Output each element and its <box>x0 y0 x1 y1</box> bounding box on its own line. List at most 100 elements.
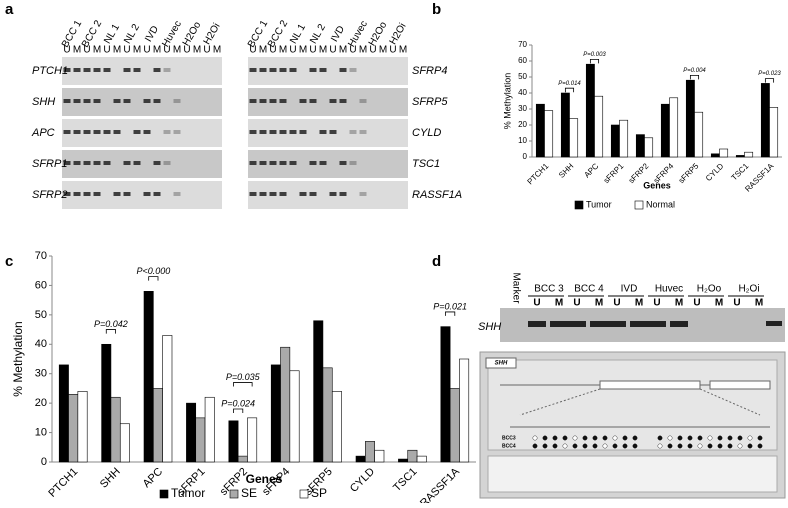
cpg-dot <box>737 443 743 449</box>
band <box>153 68 161 72</box>
y-tick-label: 10 <box>518 136 527 145</box>
band <box>249 130 257 134</box>
band <box>259 68 267 72</box>
band <box>133 68 141 72</box>
bar <box>77 391 88 463</box>
bar <box>669 97 679 158</box>
band <box>163 68 171 72</box>
band <box>249 161 257 165</box>
lane-label: IVD <box>621 284 638 295</box>
lane-label: NL 1 <box>288 22 308 46</box>
lane-sub: M <box>279 45 287 56</box>
band <box>289 68 297 72</box>
bar <box>270 364 281 463</box>
band <box>279 68 287 72</box>
annotation: P=0.024 <box>221 398 255 408</box>
bar <box>289 370 300 463</box>
lane-sub: M <box>715 298 723 309</box>
cpg-dot <box>542 435 548 441</box>
band <box>279 99 287 103</box>
y-tick-label: 10 <box>35 426 47 438</box>
cpg-dot <box>632 435 638 441</box>
lane-sub: M <box>319 45 327 56</box>
gene-label: SFRP5 <box>412 96 448 108</box>
band <box>113 99 121 103</box>
band <box>103 161 111 165</box>
lane-sub: U <box>289 45 296 56</box>
bar <box>569 118 579 158</box>
bar <box>365 441 375 463</box>
band <box>113 130 121 134</box>
cpg-dot <box>687 435 693 441</box>
band <box>163 130 171 134</box>
band <box>289 130 297 134</box>
band <box>289 161 297 165</box>
bar <box>119 423 130 463</box>
sig-bracket <box>148 276 159 281</box>
band <box>93 130 101 134</box>
lane-sub: M <box>555 298 563 309</box>
gene-label: RASSF1A <box>412 189 462 201</box>
cpg-dot <box>582 435 588 441</box>
bar <box>110 396 121 463</box>
band <box>349 130 357 134</box>
band <box>550 321 568 327</box>
y-tick-label: 50 <box>35 309 47 321</box>
x-tick-label: TSC1 <box>391 466 419 494</box>
band <box>269 130 277 134</box>
band <box>630 321 648 327</box>
bar <box>101 343 112 463</box>
lane-sub: M <box>359 45 367 56</box>
band <box>269 99 277 103</box>
cpg-dot <box>592 443 598 449</box>
lane-sub: U <box>309 45 316 56</box>
lane-sub: M <box>379 45 387 56</box>
band <box>339 161 347 165</box>
y-tick-label: 0 <box>523 152 528 161</box>
lane-sub: M <box>259 45 267 56</box>
panel-label: c <box>5 253 13 270</box>
sig-bracket <box>564 87 575 93</box>
band <box>73 192 81 196</box>
cpg-dot <box>632 443 638 449</box>
legend-swatch <box>229 489 239 499</box>
lane-sub: U <box>349 45 356 56</box>
sample-label: BCC3 <box>502 435 516 441</box>
x-tick-label: PTCH1 <box>46 466 80 500</box>
y-tick-label: 60 <box>35 279 47 291</box>
bar <box>322 367 333 463</box>
band <box>359 192 367 196</box>
band <box>83 130 91 134</box>
panel-label: a <box>5 1 14 18</box>
cpg-dot <box>707 443 713 449</box>
lane-sub: M <box>595 298 603 309</box>
cpg-dot <box>657 435 663 441</box>
lane-label: H2Oi <box>388 21 409 46</box>
band <box>339 192 347 196</box>
cpg-dot <box>622 443 628 449</box>
band <box>73 130 81 134</box>
bar <box>355 455 366 463</box>
cpg-dot <box>582 443 588 449</box>
cpg-dot <box>697 435 703 441</box>
bar <box>237 455 248 463</box>
bar <box>685 79 695 158</box>
x-tick-label: APC <box>582 161 600 179</box>
cpg-dot <box>687 443 693 449</box>
band <box>359 99 367 103</box>
x-tick-label: APC <box>141 466 166 491</box>
bar <box>535 103 545 158</box>
lane-sub: M <box>73 45 81 56</box>
y-tick-label: 70 <box>35 250 47 262</box>
exon <box>709 380 771 390</box>
lane-sub: U <box>533 298 540 309</box>
band <box>269 192 277 196</box>
band <box>123 68 131 72</box>
cpg-dot <box>707 435 713 441</box>
band <box>259 161 267 165</box>
diagram-title-box <box>485 357 517 369</box>
cpg-dot <box>552 435 558 441</box>
band <box>608 321 626 327</box>
y-tick-label: 70 <box>518 40 527 49</box>
